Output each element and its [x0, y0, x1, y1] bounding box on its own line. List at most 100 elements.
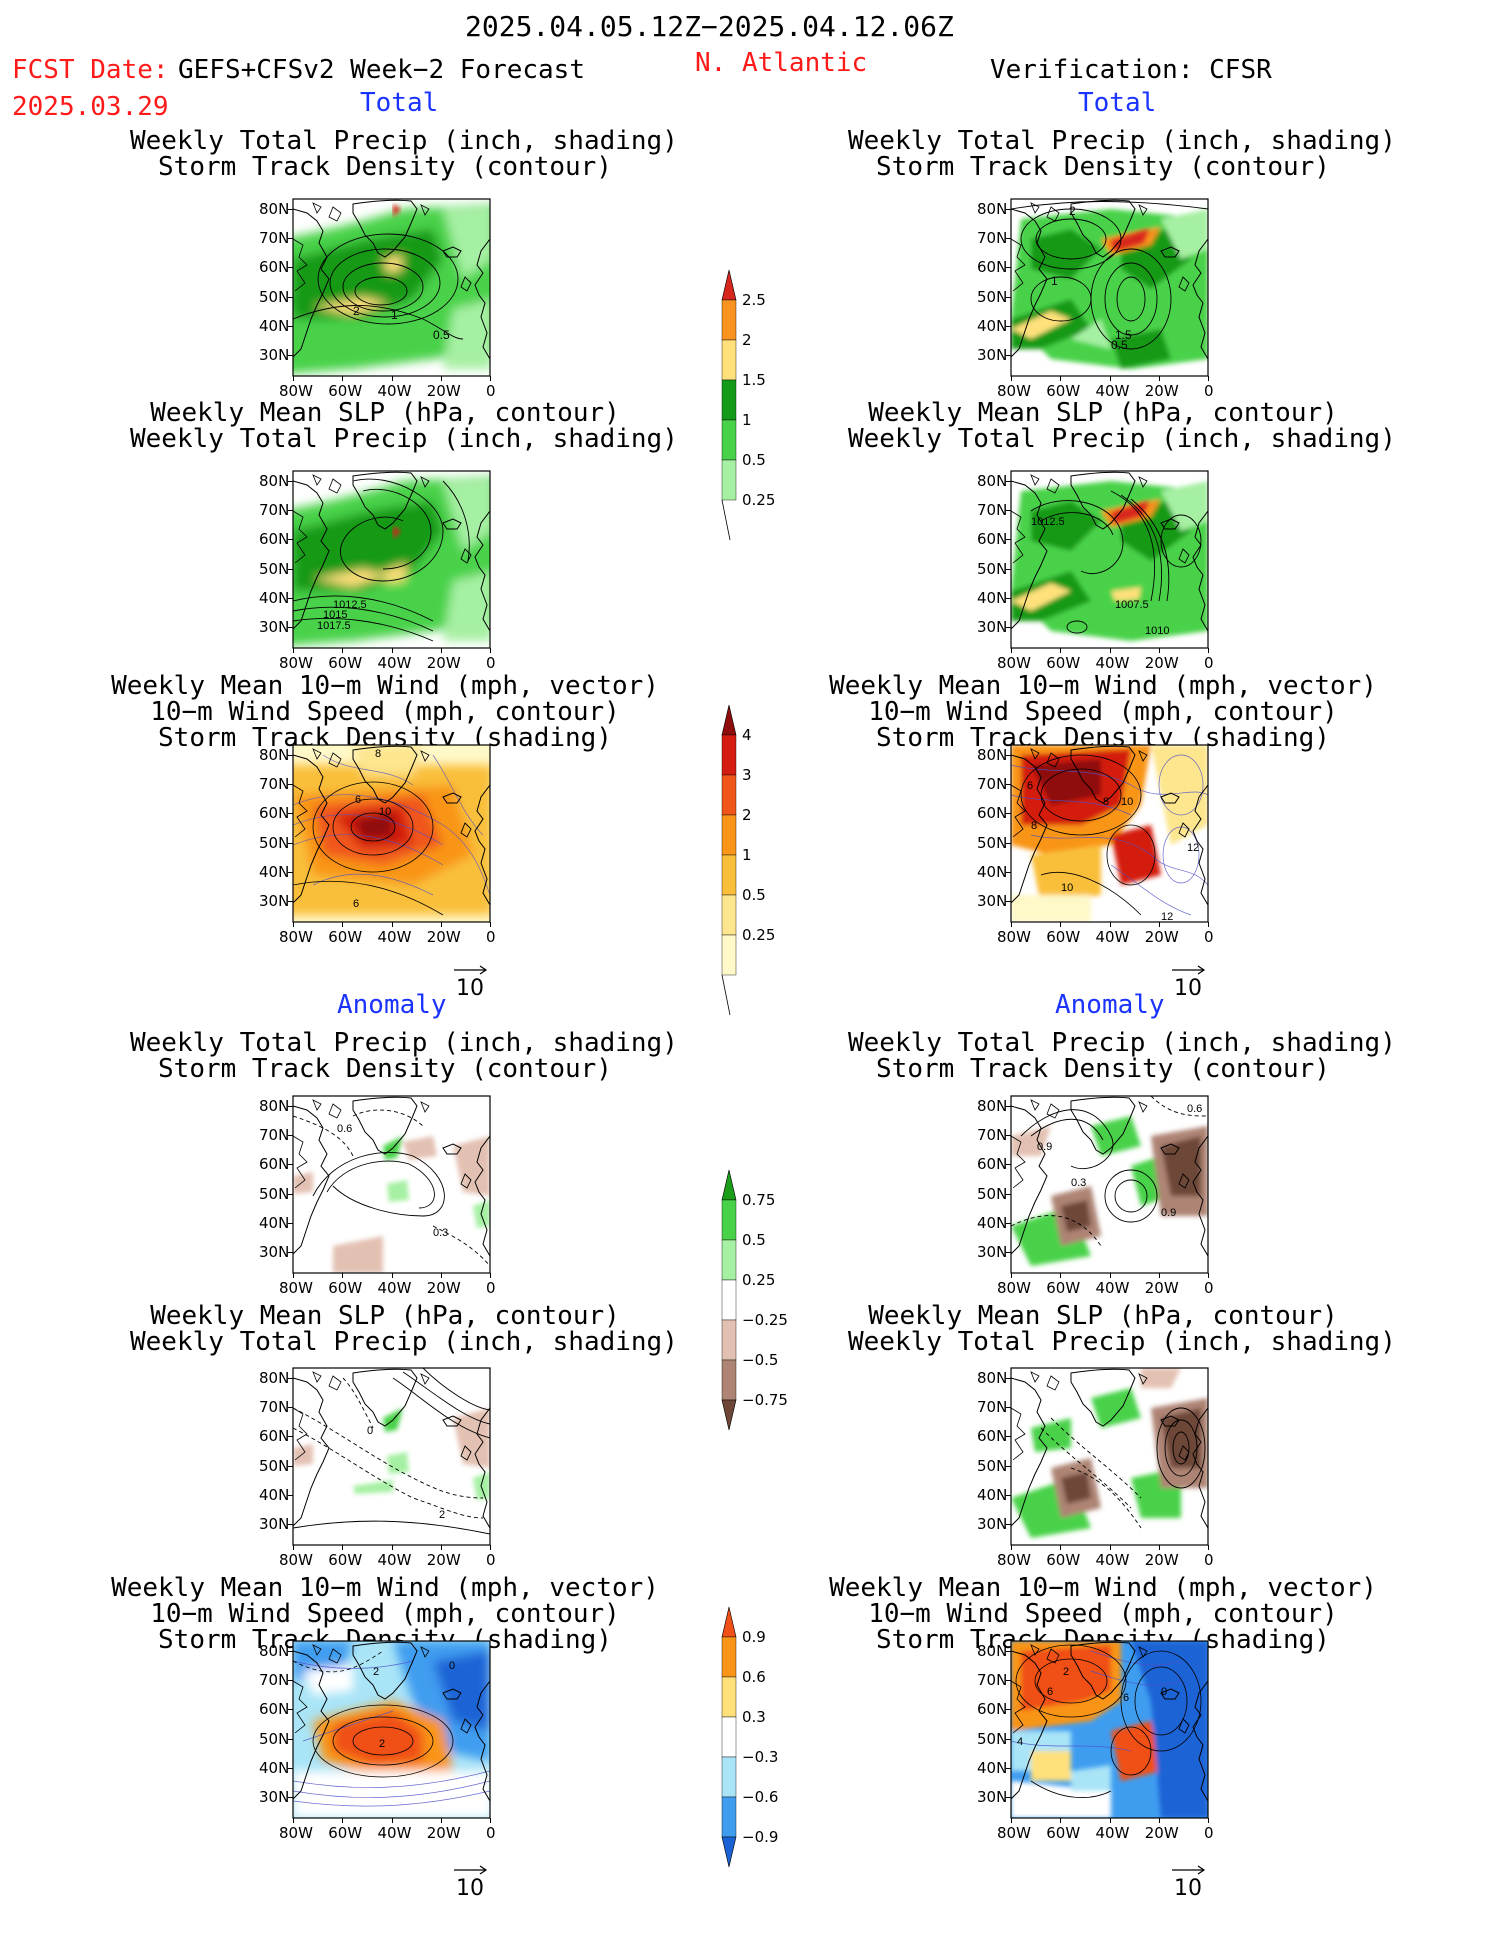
tick-mark: [1006, 481, 1011, 482]
tick-mark: [288, 872, 293, 873]
region-label: N. Atlantic: [695, 48, 868, 78]
tick-mark: [288, 1709, 293, 1710]
title-line: Weekly Mean SLP (hPa, contour): [868, 398, 1338, 428]
contour-label: 0.9: [1161, 1207, 1176, 1219]
left-total-heading: Total: [360, 88, 439, 118]
lon-tick-label: 0: [486, 1824, 496, 1842]
tick-mark: [1006, 1164, 1011, 1165]
lon-tick-label: 20W: [426, 928, 461, 946]
colorbar-label: 2: [742, 806, 752, 824]
contour-label: 0: [449, 1660, 455, 1672]
lon-tick-label: 40W: [377, 928, 412, 946]
lon-tick-label: 0: [1204, 1279, 1214, 1297]
tick-mark: [1006, 784, 1011, 785]
tick-mark: [1109, 1818, 1111, 1823]
right-anomaly-heading: Anomaly: [1055, 990, 1165, 1020]
colorbar-segment: [721, 1676, 737, 1718]
vector-scale-label: 10: [1174, 1876, 1202, 1901]
lat-tick-label: 70N: [259, 775, 290, 793]
tick-mark: [1006, 1797, 1011, 1798]
lat-tick-label: 30N: [977, 1515, 1008, 1533]
tick-mark: [1006, 1651, 1011, 1652]
tick-mark: [1011, 1818, 1012, 1823]
tick-mark: [490, 1818, 491, 1823]
colorbar-segment: [721, 299, 737, 341]
lon-tick-label: 80W: [997, 1551, 1031, 1569]
lon-tick-label: 80W: [279, 654, 313, 672]
tick-mark: [288, 1651, 293, 1652]
lat-tick-label: 30N: [259, 1788, 290, 1806]
tick-mark: [1208, 1273, 1209, 1278]
colorbar-label: 0.5: [742, 451, 766, 469]
lat-tick-label: 80N: [977, 1369, 1008, 1387]
lat-tick-label: 40N: [977, 863, 1008, 881]
colorbar-label: 3: [742, 766, 752, 784]
tick-mark: [1011, 1545, 1012, 1550]
map-r3-left: 8 6 10 6: [292, 744, 491, 923]
lat-tick-label: 60N: [259, 1155, 290, 1173]
contour-label: 0.9: [1037, 1141, 1052, 1153]
colorbar-label: 0.9: [742, 1628, 766, 1646]
title-r2-right: Weekly Mean SLP (hPa, contour) Weekly To…: [848, 398, 1396, 452]
tick-mark: [490, 648, 491, 653]
colorbar-label: 4: [742, 726, 752, 744]
lat-tick-label: 50N: [259, 560, 290, 578]
tick-mark: [342, 1818, 344, 1823]
map-r1-left: 2 1 0.5: [292, 198, 491, 377]
title-r1-left: Weekly Total Precip (inch, shading) Stor…: [130, 128, 678, 180]
lat-tick-label: 30N: [259, 1243, 290, 1261]
lat-tick-label: 30N: [977, 1788, 1008, 1806]
tick-mark: [1109, 922, 1111, 927]
title-line: Weekly Total Precip (inch, shading): [130, 1327, 678, 1357]
lon-tick-label: 0: [1204, 382, 1214, 400]
lat-tick-label: 70N: [977, 501, 1008, 519]
lat-tick-label: 50N: [977, 1730, 1008, 1748]
contour-label: 2: [1063, 1666, 1069, 1678]
contour-label: 0.5: [433, 328, 450, 342]
lat-tick-label: 70N: [977, 229, 1008, 247]
contour-label: 8: [1031, 820, 1037, 832]
title-r1-right: Weekly Total Precip (inch, shading) Stor…: [848, 128, 1396, 180]
tick-mark: [288, 326, 293, 327]
tick-mark: [1006, 901, 1011, 902]
colorbar-precip-total: 2.5 2 1.5 1 0.5 0.25: [721, 269, 812, 580]
lat-tick-label: 40N: [977, 1214, 1008, 1232]
tick-mark: [293, 1818, 294, 1823]
colorbar-label: −0.75: [742, 1391, 788, 1409]
tick-mark: [1158, 1545, 1160, 1550]
lon-tick-label: 60W: [328, 1279, 363, 1297]
contour-label: 1.5: [1115, 328, 1132, 342]
map-r3-left-svg: 8 6 10 6: [292, 744, 491, 923]
lon-tick-label: 20W: [1144, 382, 1179, 400]
tick-mark: [391, 648, 393, 653]
colorbar-segment: [721, 1319, 737, 1361]
map-r2-right: 1012.5 1007.5 1010: [1010, 470, 1209, 649]
title-line: Weekly Mean SLP (hPa, contour): [150, 1301, 620, 1331]
lon-tick-label: 80W: [279, 382, 313, 400]
tick-mark: [1006, 843, 1011, 844]
tick-mark: [490, 376, 491, 381]
lon-tick-label: 60W: [328, 1824, 363, 1842]
lat-tick-label: 80N: [259, 1642, 290, 1660]
colorbar-tail: [721, 974, 731, 1016]
tick-mark: [1060, 1273, 1062, 1278]
tick-mark: [1006, 755, 1011, 756]
colorbar-storm-total: 4 3 2 1 0.5 0.25: [721, 704, 812, 1055]
contour-label: 6: [1047, 1686, 1053, 1698]
lon-tick-label: 60W: [328, 928, 363, 946]
lon-tick-label: 80W: [997, 382, 1031, 400]
contour-label: 2: [373, 1666, 379, 1678]
colorbar-label: −0.3: [742, 1748, 778, 1766]
lat-tick-label: 70N: [259, 1671, 290, 1689]
tick-mark: [391, 376, 393, 381]
contour-label: 1012.5: [1031, 516, 1065, 528]
colorbar-label: 0.25: [742, 491, 775, 509]
lat-tick-label: 30N: [977, 618, 1008, 636]
lat-tick-label: 30N: [977, 892, 1008, 910]
title-line: 10−m Wind Speed (mph, contour): [150, 1599, 620, 1629]
lat-tick-label: 80N: [977, 746, 1008, 764]
tick-mark: [288, 1194, 293, 1195]
lon-tick-label: 40W: [377, 654, 412, 672]
vector-scale-label: 10: [1174, 976, 1202, 1001]
map-r3-right-svg: 6 8 10 8 12 10 12: [1010, 744, 1209, 923]
